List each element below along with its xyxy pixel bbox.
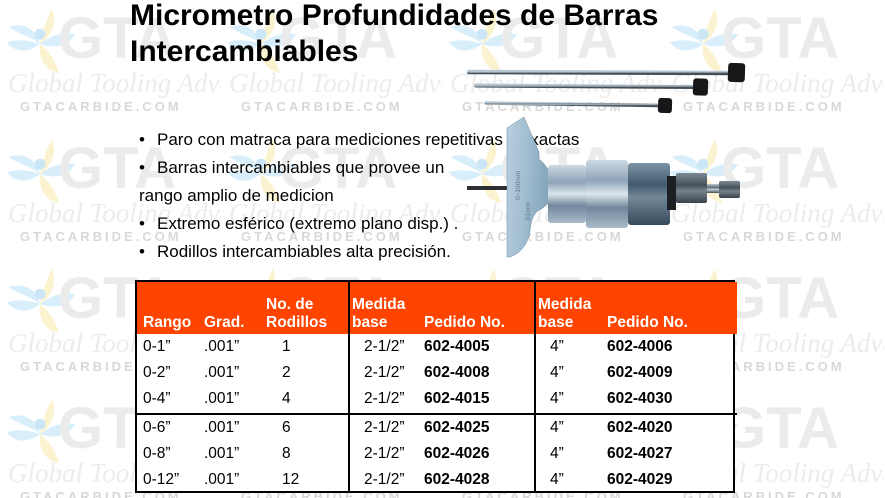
- svg-text:0~100mm: 0~100mm: [515, 171, 522, 200]
- svg-text:.01mm: .01mm: [525, 202, 532, 222]
